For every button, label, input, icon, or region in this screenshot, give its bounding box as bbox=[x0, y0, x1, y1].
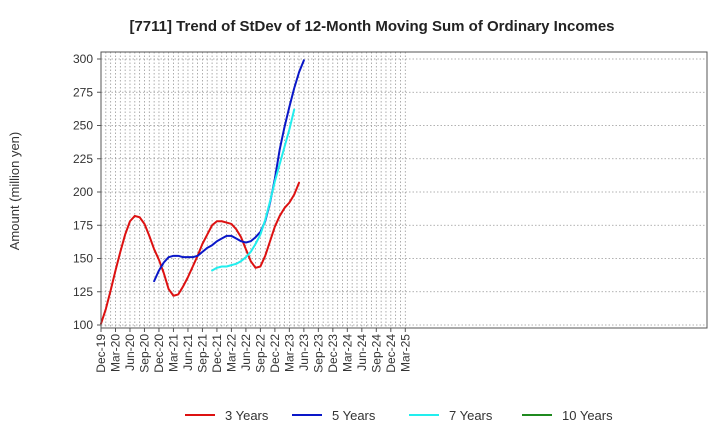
grid-lines bbox=[101, 52, 707, 328]
x-tick-label: Dec-21 bbox=[210, 334, 224, 373]
x-tick-label: Sep-23 bbox=[311, 334, 325, 373]
legend: 3 Years 5 Years 7 Years 10 Years bbox=[185, 408, 613, 423]
y-tick-label: 200 bbox=[73, 185, 93, 199]
x-tick-label: Jun-22 bbox=[239, 334, 253, 371]
x-tick-label: Sep-21 bbox=[195, 334, 209, 373]
y-axis-ticks: 100 125 150 175 200 225 250 275 300 bbox=[73, 52, 101, 332]
plot-frame bbox=[100, 51, 708, 329]
x-tick-label: Jun-23 bbox=[297, 334, 311, 371]
x-tick-label: Mar-20 bbox=[108, 334, 122, 372]
x-tick-label: Jun-24 bbox=[355, 334, 369, 371]
y-tick-label: 175 bbox=[73, 218, 93, 232]
y-tick-label: 300 bbox=[73, 52, 93, 66]
x-tick-label: Mar-24 bbox=[340, 334, 354, 372]
x-tick-label: Dec-19 bbox=[94, 334, 108, 373]
legend-label: 10 Years bbox=[562, 408, 613, 423]
legend-label: 5 Years bbox=[332, 408, 376, 423]
x-tick-label: Mar-25 bbox=[398, 334, 412, 372]
x-tick-label: Jun-20 bbox=[123, 334, 137, 371]
x-tick-label: Jun-21 bbox=[181, 334, 195, 371]
x-tick-label: Sep-22 bbox=[253, 334, 267, 373]
x-axis-ticks: Dec-19 Mar-20 Jun-20 Sep-20 Dec-20 Mar-21 Jun-… bbox=[94, 328, 412, 373]
y-axis-label: Amount (million yen) bbox=[7, 132, 22, 251]
x-tick-label: Sep-20 bbox=[137, 334, 151, 373]
series-line-1 bbox=[153, 59, 305, 283]
y-tick-label: 150 bbox=[73, 252, 93, 266]
x-tick-label: Dec-22 bbox=[268, 334, 282, 373]
x-tick-label: Dec-24 bbox=[384, 334, 398, 373]
x-tick-label: Sep-24 bbox=[369, 334, 383, 373]
y-tick-label: 250 bbox=[73, 119, 93, 133]
chart-title: [7711] Trend of StDev of 12-Month Moving… bbox=[129, 18, 614, 35]
legend-label: 3 Years bbox=[225, 408, 269, 423]
x-tick-label: Dec-20 bbox=[152, 334, 166, 373]
x-tick-label: Mar-21 bbox=[166, 334, 180, 372]
x-tick-label: Dec-23 bbox=[326, 334, 340, 373]
series-line-0 bbox=[100, 181, 301, 325]
y-tick-label: 125 bbox=[73, 285, 93, 299]
series-lines bbox=[100, 59, 305, 325]
y-tick-label: 275 bbox=[73, 85, 93, 99]
x-tick-label: Mar-23 bbox=[282, 334, 296, 372]
series-line-2 bbox=[211, 108, 296, 272]
x-tick-label: Mar-22 bbox=[224, 334, 238, 372]
y-tick-label: 100 bbox=[73, 318, 93, 332]
plot-area bbox=[101, 52, 707, 328]
y-tick-label: 225 bbox=[73, 152, 93, 166]
legend-label: 7 Years bbox=[449, 408, 493, 423]
